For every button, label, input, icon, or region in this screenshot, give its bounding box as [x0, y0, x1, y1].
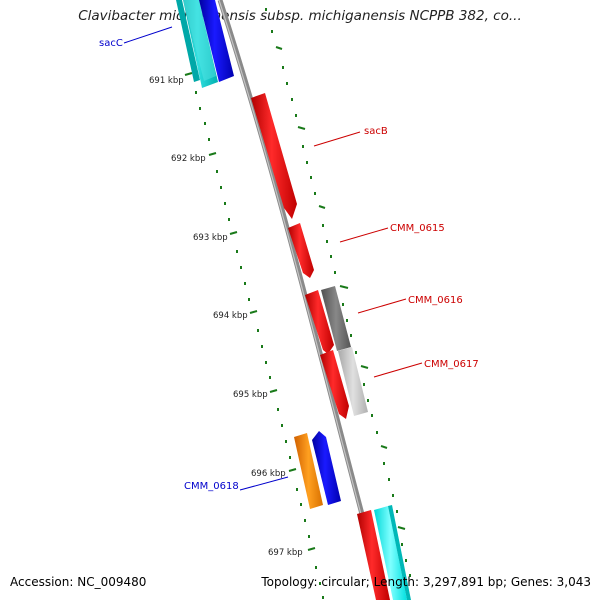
- tick-label-692: 692 kbp: [171, 154, 206, 164]
- genome-stats-text: Topology: circular; Length: 3,297,891 bp…: [261, 575, 591, 589]
- gene-features: [176, 0, 411, 600]
- gene-bottom-aqua[interactable]: [374, 506, 407, 600]
- outer-tick-track: [265, 8, 411, 577]
- tick-label-691: 691 kbp: [149, 76, 184, 86]
- inner-tick-track: [184, 72, 324, 599]
- tick-label-693: 693 kbp: [193, 233, 228, 243]
- label-leader-lines: [123, 26, 423, 491]
- gene-sacc-blue[interactable]: [199, 0, 234, 82]
- gene-label-sacb[interactable]: sacB: [364, 126, 388, 137]
- tick-label-695: 695 kbp: [233, 390, 268, 400]
- gene-label-cmm-0615[interactable]: CMM_0615: [390, 223, 445, 234]
- gene-cmm-0616-gray[interactable]: [321, 286, 351, 351]
- gene-label-cmm-0616[interactable]: CMM_0616: [408, 295, 463, 306]
- gene-cmm-0618[interactable]: [312, 431, 341, 505]
- tick-label-697: 697 kbp: [268, 548, 303, 558]
- gene-labels: sacC sacB CMM_0615 CMM_0616 CMM_0617 CMM…: [99, 38, 479, 492]
- gene-sacb[interactable]: [251, 93, 297, 219]
- accession-text: Accession: NC_009480: [10, 575, 147, 589]
- gene-cmm-0618-orange[interactable]: [294, 433, 323, 509]
- gene-label-cmm-0617[interactable]: CMM_0617: [424, 359, 479, 370]
- tick-label-694: 694 kbp: [213, 311, 248, 321]
- gene-cmm-0617[interactable]: [320, 350, 349, 419]
- gene-bottom-red[interactable]: [357, 510, 390, 600]
- gene-label-cmm-0618[interactable]: CMM_0618: [184, 481, 239, 492]
- tick-label-696: 696 kbp: [251, 469, 286, 479]
- kbp-tick-labels: 691 kbp 692 kbp 693 kbp 694 kbp 695 kbp …: [149, 76, 303, 558]
- gene-cmm-0616[interactable]: [305, 290, 334, 354]
- gene-label-sacc[interactable]: sacC: [99, 38, 123, 49]
- gene-cmm-0617-light[interactable]: [338, 347, 368, 416]
- gene-cmm-0615[interactable]: [288, 223, 314, 278]
